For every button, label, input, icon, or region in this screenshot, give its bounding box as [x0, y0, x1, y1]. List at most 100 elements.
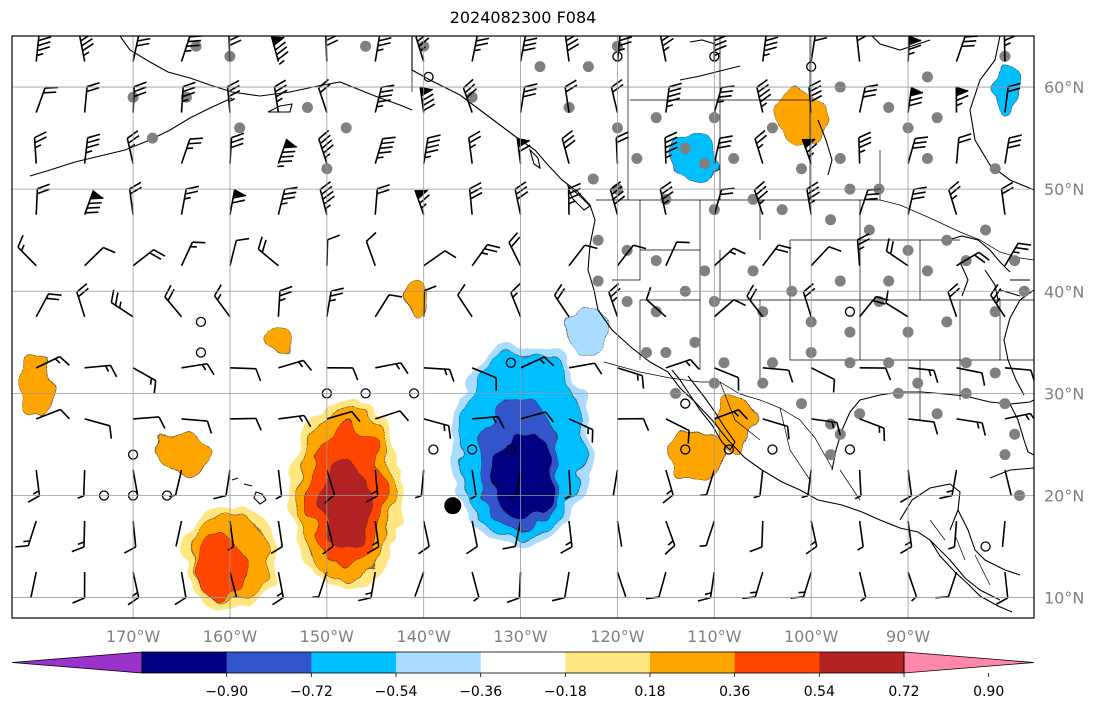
- station-filled: [844, 357, 856, 369]
- us-mexico-border: [603, 361, 833, 469]
- wind-barb: [713, 135, 733, 164]
- wind-barb: [762, 244, 792, 267]
- wind-barb: [180, 137, 203, 164]
- station-filled: [883, 357, 895, 369]
- wind-barb: [471, 36, 491, 62]
- station-filled: [931, 112, 943, 124]
- wind-barb: [27, 469, 41, 503]
- station-filled: [650, 255, 662, 267]
- wind-barb: [83, 133, 101, 164]
- canadian-provinces: [627, 36, 881, 200]
- wind-barb: [645, 286, 667, 318]
- us-states: [612, 200, 1034, 420]
- wind-barb: [375, 410, 410, 422]
- field-contour: [194, 536, 247, 598]
- station-filled: [592, 234, 604, 246]
- wind-barb: [128, 181, 142, 215]
- wind-barb: [854, 469, 862, 500]
- wind-barb: [132, 367, 157, 394]
- wind-barb: [519, 36, 539, 62]
- wind-barb: [123, 520, 137, 554]
- wind-barb: [810, 245, 842, 267]
- wind-barb: [801, 469, 812, 499]
- station-filled: [621, 295, 633, 307]
- colorbar: −0.90 −0.72 −0.54 −0.36 −0.18 0.18 0.36 0.54 0.7…: [11, 651, 1035, 700]
- coastlines: [29, 36, 1034, 613]
- wind-barb: [273, 79, 288, 113]
- wind-barb: [746, 284, 764, 318]
- wind-barb: [564, 79, 578, 113]
- wind-barb: [859, 418, 886, 442]
- wind-barb: [110, 289, 134, 318]
- wind-barb: [665, 418, 690, 444]
- station-open: [505, 357, 517, 368]
- wind-barb: [30, 571, 38, 598]
- station-filled: [301, 101, 313, 113]
- station-filled: [941, 316, 953, 328]
- wind-barb: [955, 133, 972, 164]
- central-america-coast: [929, 539, 1013, 613]
- wind-barb: [664, 520, 676, 555]
- alaska-coastline: [119, 36, 413, 111]
- wind-barb: [564, 36, 580, 62]
- wind-barb: [713, 247, 746, 267]
- wind-barb: [955, 36, 978, 62]
- wind-barb: [326, 410, 361, 423]
- wind-barb: [270, 36, 289, 66]
- wind-barb: [278, 414, 312, 428]
- station-open: [428, 444, 439, 455]
- field-contour: [568, 305, 609, 359]
- wind-barb: [1004, 367, 1034, 383]
- station-filled: [718, 357, 730, 369]
- wind-barb: [175, 520, 183, 547]
- station-filled: [825, 214, 837, 226]
- wind-barb: [564, 469, 572, 500]
- wind-barb: [374, 183, 390, 215]
- wind-barb: [229, 571, 238, 598]
- wind-barb: [423, 250, 457, 267]
- station-filled: [825, 449, 837, 461]
- field-contour: [717, 393, 750, 455]
- wind-barb: [422, 134, 441, 164]
- field-shading: [15, 60, 1018, 609]
- colorbar-bin: [650, 652, 736, 673]
- arctic-islands: [871, 36, 931, 51]
- wind-barb: [568, 418, 594, 443]
- wind-barb: [275, 469, 283, 500]
- wind-barb: [71, 520, 86, 553]
- wind-barb: [213, 469, 231, 500]
- wind-barb: [35, 86, 58, 113]
- field-contour: [495, 428, 556, 522]
- colorbar-bin: [734, 652, 820, 673]
- station-filled: [699, 265, 711, 277]
- wind-barb: [72, 572, 86, 604]
- wind-barb: [502, 520, 522, 550]
- station-filled: [999, 449, 1011, 461]
- colorbar-bin: [396, 652, 482, 673]
- station-filled: [534, 61, 546, 73]
- station-open: [195, 347, 207, 358]
- central-america-borders: [929, 519, 991, 586]
- wind-barb: [278, 359, 313, 372]
- lon-tick-label: 150°W: [300, 627, 355, 646]
- colorbar-tick-label: 0.54: [804, 684, 835, 700]
- wind-barb: [365, 231, 377, 267]
- wind-barb: [33, 131, 47, 164]
- wind-barb: [665, 358, 700, 370]
- lat-tick-label: 20°N: [1044, 486, 1084, 505]
- wind-barb: [664, 131, 678, 164]
- wind-barb: [277, 138, 297, 168]
- station-filled: [854, 408, 866, 420]
- wind-barb: [312, 571, 328, 599]
- wind-barb: [761, 36, 779, 62]
- colorbar-bin: [480, 652, 566, 673]
- station-open: [195, 316, 207, 328]
- lon-tick-label: 130°W: [493, 627, 548, 646]
- wind-barb: [610, 78, 624, 113]
- wind-barb: [608, 282, 621, 318]
- cuba-coastline: [989, 467, 1034, 479]
- wind-barb: [899, 469, 913, 503]
- wind-barb: [270, 520, 284, 555]
- wind-barb: [948, 520, 958, 550]
